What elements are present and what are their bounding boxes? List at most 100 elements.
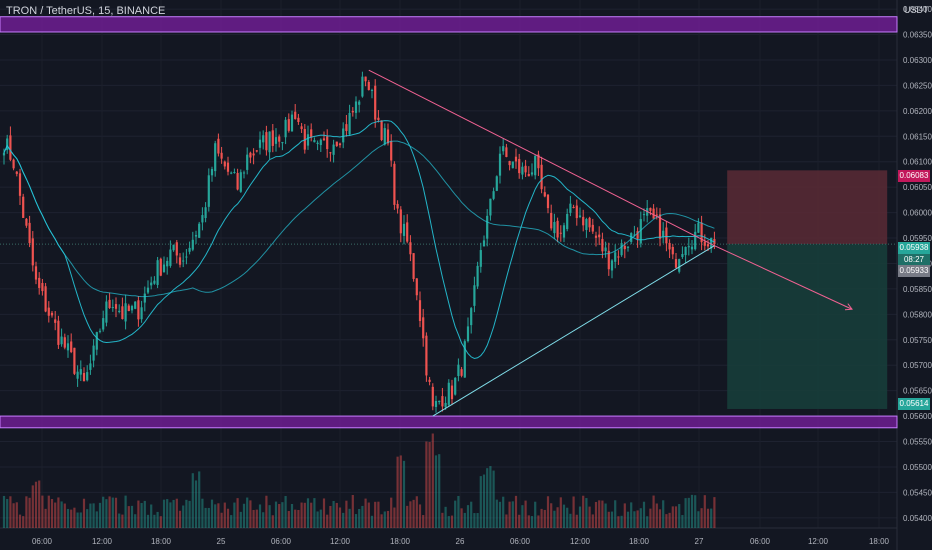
volume-bar [441,512,444,528]
volume-bar [118,513,121,528]
volume-bar [518,514,521,528]
candle-body [178,257,182,265]
y-tick-label: 0.06100 [903,158,932,167]
volume-bar [169,502,172,528]
candle-body [79,369,82,375]
volume-bar [351,495,354,528]
candle-body [38,277,41,288]
candle-body [105,301,108,323]
x-tick-label: 06:00 [32,537,53,546]
candle-body [706,244,710,247]
volume-bar [191,473,194,528]
candle-body [310,129,313,138]
candle-body [143,293,146,303]
ascending-trendline [432,245,715,417]
candle-body [66,343,70,351]
volume-bar [348,508,351,528]
candle-body [678,259,681,272]
candle-body [626,246,630,248]
y-tick-label: 0.05750 [903,336,932,345]
candle-body [31,238,34,266]
x-tick-label: 12:00 [808,537,829,546]
volume-bar [73,507,76,528]
candle-body [268,131,271,153]
volume-bar [566,507,569,528]
volume-bar [406,505,409,528]
volume-bar [649,508,652,528]
volume-bar [329,505,332,528]
candle-body [636,231,639,239]
volume-bar [684,498,687,528]
volume-bar [134,514,137,528]
candle-body [207,175,210,207]
volume-bar [47,495,50,528]
volume-bar [473,513,476,528]
x-tick-label: 26 [456,537,465,546]
volume-bar [508,501,511,528]
volume-bar [66,508,70,528]
candle-body [214,143,217,172]
volume-bar [470,501,473,528]
candle-body [230,172,233,174]
volume-bar [70,509,73,528]
candle-body [620,243,623,256]
candle-body [527,174,530,177]
candle-body [322,138,326,141]
candle-body [198,223,201,238]
volume-bar [386,510,390,528]
candle-body [710,237,713,249]
volume-bar [367,502,370,528]
y-tick-label: 0.05650 [903,387,932,396]
candle-body [316,142,319,145]
volume-bar [412,499,415,528]
volume-bar [614,500,617,528]
candle-body [89,363,92,370]
volume-bar [15,502,18,528]
volume-bar [338,507,342,528]
candle-body [591,224,594,232]
candle-body [76,371,79,379]
candle-body [578,215,582,217]
stop-price-badge: 0.06083 [898,170,930,182]
symbol-title[interactable]: TRON / TetherUS, 15, BINANCE [6,5,166,17]
candle-body [550,212,553,229]
candle-body [370,89,374,91]
volume-bar [354,514,358,528]
candle-body [9,135,12,160]
volume-bar [486,468,489,528]
volume-bar [246,497,249,528]
volume-bar [396,456,399,528]
candle-body [18,173,22,196]
volume-bar [198,471,201,528]
candle-body [182,260,185,262]
y-tick-label: 0.05850 [903,285,932,294]
candle-body [41,282,44,292]
candle-body [441,396,444,407]
projection-arrowhead [844,303,853,311]
volume-bar [18,514,22,528]
volume-bar [450,515,454,528]
candle-body [274,137,278,144]
x-tick-label: 06:00 [271,537,292,546]
candle-body [137,300,140,320]
volume-bar [505,514,508,528]
y-tick-label: 0.05700 [903,361,932,370]
volume-bar [482,474,486,528]
volume-bar [166,499,169,528]
volume-bar [572,496,575,528]
candle-body [201,215,204,223]
candle-body [146,287,150,293]
candle-body [498,153,502,176]
volume-bar [598,500,601,528]
candle-body [326,136,329,150]
volume-bar [422,515,425,528]
candle-body [511,161,514,169]
candle-body [505,147,508,157]
candle-body [175,242,178,256]
candle-body [617,256,620,258]
candle-body [255,150,258,152]
candle-body [169,249,172,266]
candle-body [598,234,601,238]
candle-body [390,141,393,161]
